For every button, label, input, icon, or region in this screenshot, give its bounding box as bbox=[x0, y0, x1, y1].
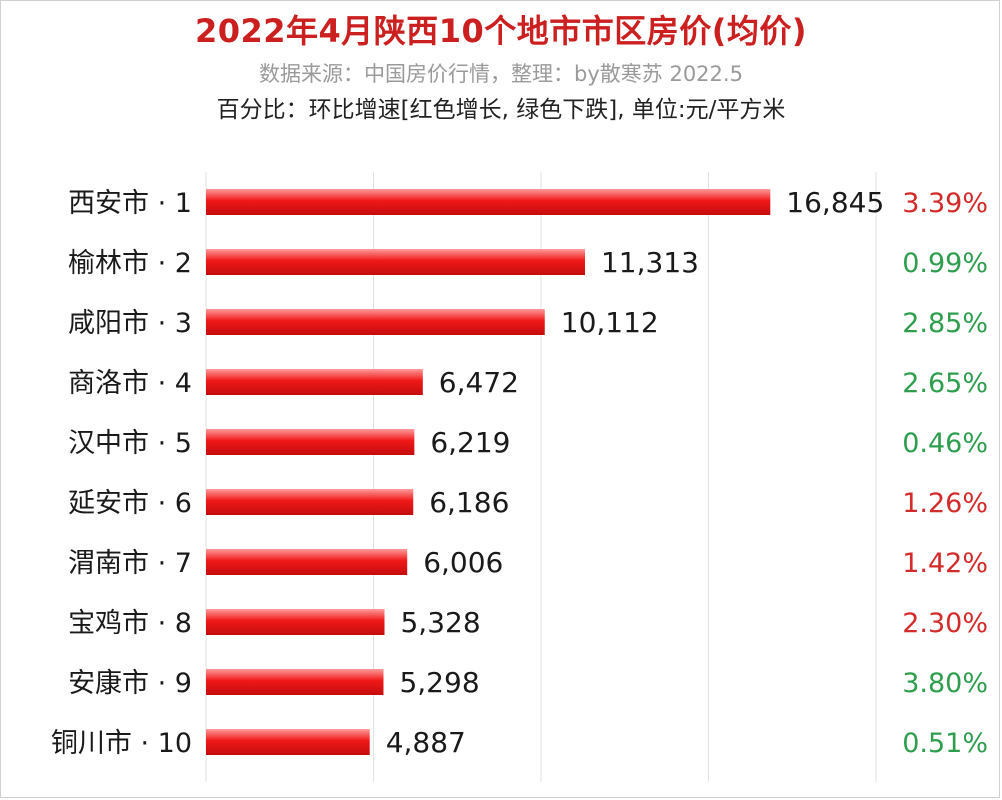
growth-label: 0.51% bbox=[902, 728, 988, 759]
growth-label: 0.99% bbox=[902, 248, 988, 279]
bar bbox=[206, 369, 423, 395]
category-label: 宝鸡市 · 8 bbox=[68, 608, 192, 639]
value-label: 6,219 bbox=[430, 426, 510, 459]
category-label: 延安市 · 6 bbox=[68, 488, 192, 519]
value-label: 5,298 bbox=[399, 666, 479, 699]
category-label: 铜川市 · 10 bbox=[51, 728, 192, 759]
growth-label: 3.80% bbox=[902, 668, 988, 699]
chart-title: 2022年4月陕西10个地市市区房价(均价) bbox=[194, 12, 808, 50]
value-label: 16,845 bbox=[786, 186, 884, 219]
bar bbox=[206, 549, 408, 575]
growth-label: 2.65% bbox=[902, 368, 988, 399]
bar bbox=[206, 669, 384, 695]
value-label: 4,887 bbox=[386, 726, 466, 759]
value-label: 10,112 bbox=[561, 306, 659, 339]
value-label: 5,328 bbox=[400, 606, 480, 639]
bar bbox=[206, 429, 415, 455]
value-label: 6,186 bbox=[429, 486, 509, 519]
category-label: 渭南市 · 7 bbox=[68, 548, 192, 579]
bar bbox=[206, 189, 771, 215]
bar bbox=[206, 729, 370, 755]
value-label: 6,006 bbox=[423, 546, 503, 579]
value-label: 6,472 bbox=[439, 366, 519, 399]
bar bbox=[206, 609, 385, 635]
growth-label: 2.85% bbox=[902, 308, 988, 339]
bar bbox=[206, 309, 545, 335]
category-label: 汉中市 · 5 bbox=[68, 428, 192, 459]
category-label: 安康市 · 9 bbox=[68, 668, 192, 699]
growth-label: 1.26% bbox=[902, 488, 988, 519]
growth-label: 0.46% bbox=[902, 428, 988, 459]
growth-label: 1.42% bbox=[902, 548, 988, 579]
chart-legend-note: 百分比：环比增速[红色增长, 绿色下跌], 单位:元/平方米 bbox=[216, 97, 786, 123]
value-label: 11,313 bbox=[601, 246, 699, 279]
category-label: 榆林市 · 2 bbox=[68, 248, 192, 279]
growth-label: 2.30% bbox=[902, 608, 988, 639]
category-label: 商洛市 · 4 bbox=[68, 368, 192, 399]
category-label: 西安市 · 1 bbox=[68, 188, 192, 219]
growth-label: 3.39% bbox=[902, 188, 988, 219]
bar bbox=[206, 249, 585, 275]
bar bbox=[206, 489, 414, 515]
category-label: 咸阳市 · 3 bbox=[68, 308, 192, 339]
chart-source-note: 数据来源：中国房价行情，整理：by散寒苏 2022.5 bbox=[259, 62, 743, 86]
